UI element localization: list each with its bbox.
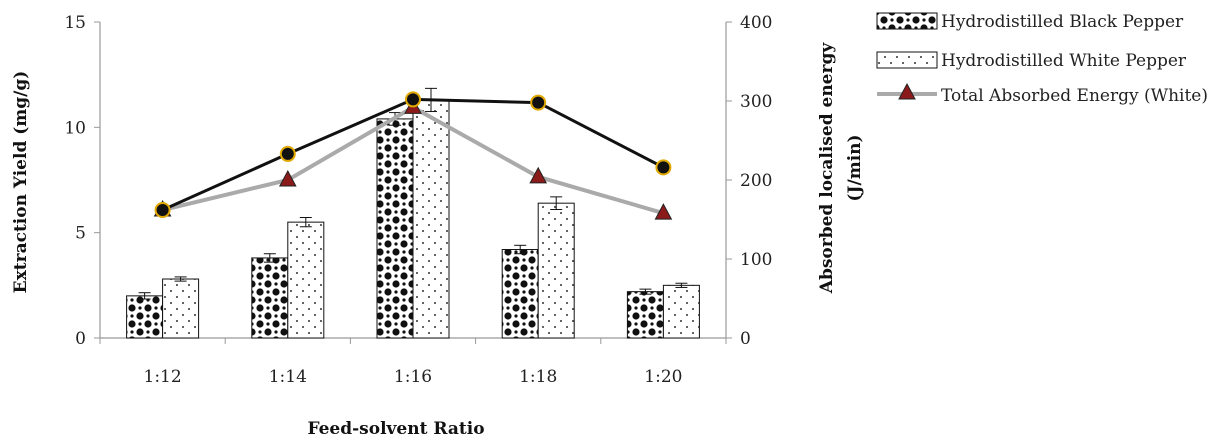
y-tick-label-right: 300 [740, 92, 772, 112]
x-tick-label: 1:18 [519, 367, 557, 387]
data-point-circle [530, 94, 547, 111]
data-point-circle [405, 91, 421, 108]
data-point-circle [279, 145, 296, 162]
bar [251, 257, 289, 339]
x-tick-label: 1:20 [644, 367, 682, 387]
x-tick-label: 1:12 [144, 367, 182, 387]
y-tick-label-left: 10 [64, 118, 86, 138]
y-axis-title-right: Absorbed localised energy [817, 42, 837, 295]
y-tick-label-left: 15 [64, 13, 86, 33]
legend-item-black-pepper: Hydrodistilled Black Pepper [876, 12, 1184, 32]
bar [537, 202, 575, 339]
legend-marker-total-energy [898, 82, 916, 100]
legend-label-total-energy: Total Absorbed Energy (White) [941, 86, 1208, 106]
legend-swatch-white-pepper [876, 51, 938, 69]
y-axis-title-right-unit: (J/min) [845, 134, 865, 201]
plot-area: 0 5 10 15 0 100 200 300 400 1:12 1:14 1:16 1:18 1:20 [64, 13, 772, 387]
bar [126, 295, 164, 339]
data-point-triangle [654, 203, 673, 220]
data-point-circle [154, 202, 171, 219]
y-tick-label-right: 200 [740, 171, 772, 191]
legend-swatch-black-pepper [876, 12, 938, 30]
bar [501, 249, 539, 339]
y-tick-label-right: 400 [740, 13, 772, 33]
bar [376, 118, 414, 339]
data-point-triangle [278, 169, 297, 187]
y-tick-label-right: 0 [740, 329, 751, 349]
y-axis-title-left: Extraction Yield (mg/g) [11, 71, 31, 294]
bar [626, 291, 664, 339]
data-point-triangle [529, 166, 548, 184]
y-tick-label-left: 0 [75, 329, 86, 349]
bar [287, 221, 325, 339]
x-tick-label: 1:14 [269, 367, 307, 387]
legend-item-total-energy: Total Absorbed Energy (White) [877, 82, 1208, 106]
x-tick-label: 1:16 [394, 367, 432, 387]
data-point-circle [655, 159, 672, 176]
legend-item-white-pepper: Hydrodistilled White Pepper [876, 51, 1187, 71]
x-axis-title: Feed-solvent Ratio [307, 419, 484, 439]
legend: Hydrodistilled Black Pepper Hydrodistill… [876, 12, 1208, 106]
bar [162, 278, 200, 339]
y-tick-label-right: 100 [740, 250, 772, 270]
bar [662, 284, 700, 339]
y-tick-label-left: 5 [75, 224, 86, 244]
legend-label-black-pepper: Hydrodistilled Black Pepper [941, 12, 1184, 32]
bar [412, 99, 450, 339]
legend-label-white-pepper: Hydrodistilled White Pepper [941, 51, 1187, 71]
